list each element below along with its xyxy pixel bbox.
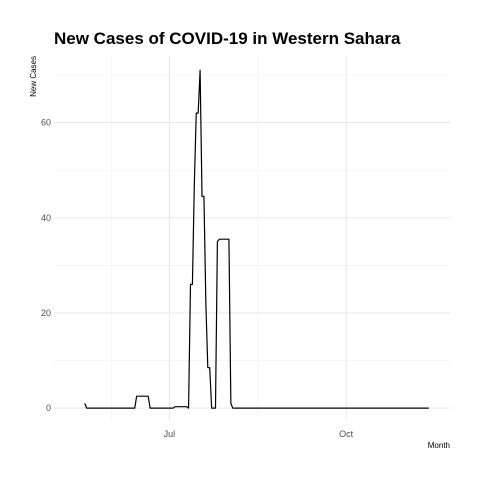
x-tick-label: Oct [339, 429, 354, 439]
tick-labels: 0 20 40 60 Jul Oct [41, 118, 354, 439]
y-tick-label: 40 [41, 213, 51, 223]
x-axis-label: Month [428, 441, 450, 450]
series-line [84, 69, 429, 409]
y-tick-label: 20 [41, 308, 51, 318]
y-axis-label: New Cases [29, 56, 38, 97]
y-tick-label: 0 [46, 403, 51, 413]
chart-title: New Cases of COVID-19 in Western Sahara [54, 29, 401, 48]
series-layer [84, 69, 429, 409]
minor-gridlines [54, 56, 450, 420]
x-tick-label: Jul [164, 429, 176, 439]
y-tick-label: 60 [41, 118, 51, 128]
